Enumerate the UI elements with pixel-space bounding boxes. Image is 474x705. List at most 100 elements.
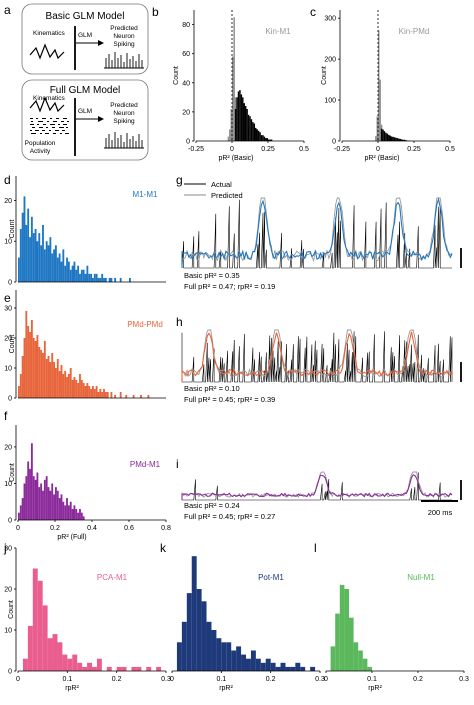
full-predicted-2: Neuron bbox=[113, 110, 135, 117]
bar-f-0-33 bbox=[79, 509, 81, 520]
basic-predicted-3: Spiking bbox=[113, 41, 135, 48]
bar-e-0-3 bbox=[23, 338, 26, 398]
bar-k-0-7 bbox=[211, 630, 217, 671]
trace-legend: Actual Predicted bbox=[184, 180, 243, 200]
series-name-k: Pot-M1 bbox=[258, 573, 284, 582]
bar-b-1-12 bbox=[252, 122, 254, 141]
kinematics-trace-icon bbox=[29, 43, 65, 60]
bar-e-0-21 bbox=[56, 359, 59, 398]
schematic-basic: Basic GLM Model Kinematics GLM Predicted… bbox=[21, 3, 149, 75]
bar-b-1-20 bbox=[263, 136, 266, 141]
bar-e-0-34 bbox=[80, 380, 83, 398]
y-tick-label-b-1: 20 bbox=[182, 109, 190, 116]
x-tick-label-f-4: 0.8 bbox=[161, 525, 171, 532]
y-tick-label-e-3: 30 bbox=[4, 306, 12, 313]
trace-i-stat-2: Full pR² = 0.45; rpR² = 0.27 bbox=[184, 512, 275, 521]
bar-d-0-9 bbox=[34, 229, 37, 282]
bar-d-0-1 bbox=[19, 229, 22, 282]
bar-j-0-19 bbox=[116, 666, 122, 671]
bar-e-0-10 bbox=[36, 335, 39, 398]
bar-d-0-31 bbox=[75, 269, 78, 282]
x-axis-label-k: rpR² bbox=[219, 685, 233, 692]
bar-e-0-36 bbox=[84, 386, 87, 398]
bar-b-1-23 bbox=[268, 139, 270, 141]
panel-letter-g: g bbox=[176, 173, 183, 187]
bar-f-0-15 bbox=[45, 476, 48, 520]
bar-f-0-26 bbox=[66, 498, 68, 520]
bar-f-0-25 bbox=[64, 505, 67, 520]
population-label-1: Population bbox=[25, 140, 56, 147]
bar-k-0-3 bbox=[191, 556, 197, 671]
bar-d-0-2 bbox=[21, 212, 24, 282]
bar-c-0-2 bbox=[378, 30, 380, 141]
kinematics-trace-icon bbox=[29, 96, 65, 113]
bar-j-0-6 bbox=[52, 634, 58, 671]
x-tick-label-l-2: 0.2 bbox=[413, 676, 423, 683]
bar-d-0-7 bbox=[30, 216, 33, 282]
bar-k-0-14 bbox=[246, 658, 251, 671]
x-tick-label-f-3: 0.6 bbox=[124, 525, 134, 532]
bar-b-1-13 bbox=[253, 123, 256, 141]
basic-glm-label: GLM bbox=[78, 32, 92, 39]
bar-f-0-24 bbox=[62, 501, 65, 520]
bar-d-0-42 bbox=[95, 273, 98, 282]
bar-c-1-11 bbox=[396, 138, 399, 141]
x-tick-label-c-1: 0 bbox=[376, 146, 380, 153]
bar-e-0-8 bbox=[32, 338, 35, 398]
bar-e-0-16 bbox=[47, 356, 50, 398]
bar-k-0-11 bbox=[231, 650, 237, 671]
bar-e-0-25 bbox=[64, 371, 67, 398]
bar-e-0-44 bbox=[99, 389, 102, 398]
bar-e-0-19 bbox=[53, 362, 55, 398]
bar-k-0-12 bbox=[236, 646, 242, 671]
bar-d-0-29 bbox=[71, 265, 74, 282]
bar-e-0-17 bbox=[49, 362, 52, 398]
bar-f-0-3 bbox=[23, 483, 26, 520]
series-name-l: Null-M1 bbox=[407, 573, 435, 582]
bar-f-0-8 bbox=[32, 476, 35, 520]
actual-trace-i bbox=[182, 472, 452, 501]
bar-c-1-17 bbox=[405, 140, 407, 141]
bar-e-0-45 bbox=[101, 392, 104, 398]
y-axis-label-b: Count bbox=[173, 66, 180, 85]
bar-e-0-1 bbox=[19, 374, 22, 398]
y-tick-label-f-2: 20 bbox=[4, 444, 12, 451]
bar-k-0-6 bbox=[206, 621, 212, 671]
bar-e-0-40 bbox=[92, 386, 94, 398]
bar-j-0-0 bbox=[22, 658, 28, 671]
bar-d-0-22 bbox=[58, 253, 61, 282]
bar-c-1-12 bbox=[398, 138, 400, 141]
bar-e-0-50 bbox=[114, 395, 117, 398]
bar-d-0-44 bbox=[99, 277, 102, 282]
bar-b-1-9 bbox=[247, 114, 250, 141]
bar-e-0-43 bbox=[97, 392, 100, 398]
bar-d-0-19 bbox=[53, 249, 55, 282]
bar-f-0-11 bbox=[38, 487, 41, 520]
bar-b-1-2 bbox=[237, 91, 240, 141]
bar-l-0-5 bbox=[353, 642, 359, 671]
series-name-j: PCA-M1 bbox=[97, 573, 128, 582]
x-axis-label-l: rpR² bbox=[368, 685, 382, 692]
bar-f-0-27 bbox=[67, 505, 70, 520]
x-tick-label-k-0: 0 bbox=[170, 676, 174, 683]
bar-d-0-47 bbox=[104, 277, 107, 282]
bar-d-0-15 bbox=[45, 241, 48, 282]
bar-d-0-43 bbox=[97, 277, 100, 282]
y-tick-label-d-1: 10 bbox=[4, 239, 12, 246]
y-tick-label-f-0: 0 bbox=[8, 518, 12, 525]
bar-e-0-24 bbox=[62, 374, 65, 398]
bar-l-0-2 bbox=[339, 584, 345, 671]
bar-b-1-10 bbox=[249, 116, 251, 141]
basic-predicted-2: Neuron bbox=[113, 33, 135, 40]
bar-e-0-4 bbox=[25, 311, 28, 398]
bar-b-1-1 bbox=[236, 97, 238, 141]
series-name-b: Kin-M1 bbox=[265, 27, 291, 36]
bar-b-1-7 bbox=[244, 106, 247, 141]
bar-l-0-0 bbox=[330, 646, 336, 671]
bar-k-0-1 bbox=[181, 621, 187, 671]
population-raster-icon bbox=[30, 118, 69, 134]
bar-e-0-28 bbox=[69, 368, 72, 398]
bar-d-0-13 bbox=[42, 224, 44, 282]
bar-j-0-20 bbox=[121, 666, 127, 671]
bar-e-0-27 bbox=[67, 374, 70, 398]
